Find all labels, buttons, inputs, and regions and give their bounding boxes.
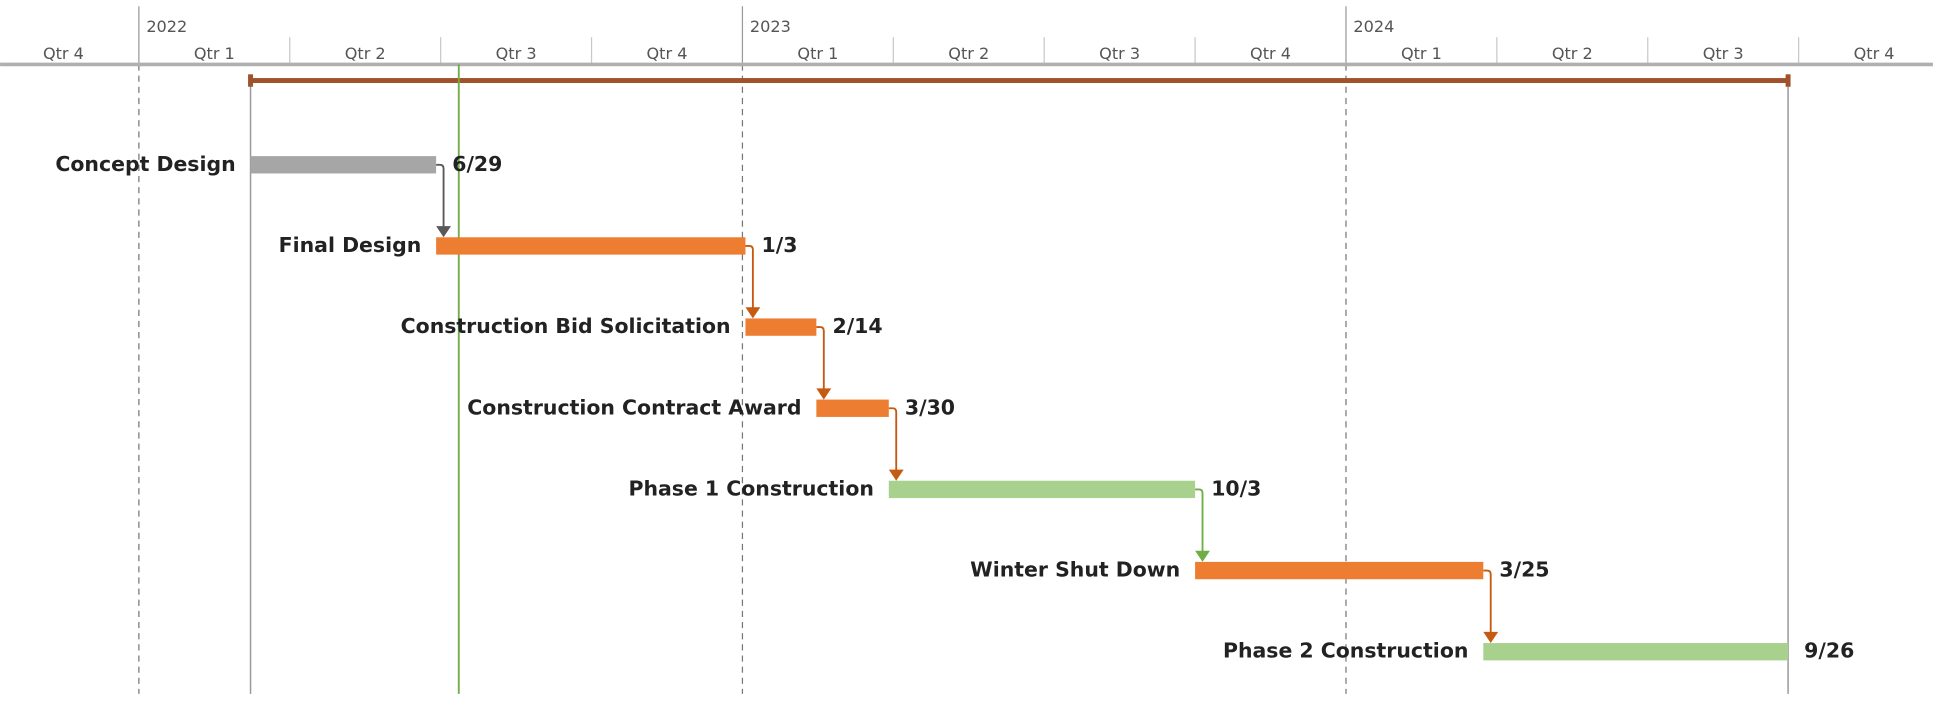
task-end-label: 6/29: [452, 152, 502, 176]
task-name: Construction Bid Solicitation: [401, 314, 731, 338]
task-name: Concept Design: [55, 152, 235, 176]
summary-cap-start: [248, 74, 254, 87]
quarter-label: Qtr 1: [797, 44, 838, 63]
task-bar: [250, 156, 437, 174]
dependency-arrowhead: [745, 307, 761, 319]
quarter-label: Qtr 3: [496, 44, 537, 63]
task-end-label: 1/3: [762, 233, 798, 257]
task-bar: [1195, 561, 1484, 580]
dependency-link: [1483, 569, 1492, 634]
quarter-label: Qtr 1: [194, 44, 235, 63]
task-name: Winter Shut Down: [970, 558, 1180, 582]
dependency-link: [1195, 488, 1204, 552]
year-label: 2022: [146, 17, 187, 36]
task-bar: [745, 318, 817, 336]
task-end-label: 3/25: [1499, 558, 1549, 582]
quarter-label: Qtr 2: [1552, 44, 1593, 63]
year-label: 2024: [1353, 17, 1394, 36]
dependency-arrowhead: [888, 469, 904, 481]
quarter-label: Qtr 4: [647, 44, 688, 63]
dependency-arrowhead: [1483, 631, 1499, 644]
quarter-label: Qtr 4: [43, 44, 84, 63]
task-end-label: 3/30: [905, 395, 955, 419]
summary-cap-end: [1785, 74, 1791, 87]
task-name: Final Design: [279, 233, 422, 257]
task-end-label: 2/14: [832, 314, 882, 338]
task-name: Construction Contract Award: [467, 395, 801, 419]
summary-bar: [250, 78, 1789, 84]
task-bar: [1483, 643, 1789, 661]
quarter-label: Qtr 1: [1401, 44, 1442, 63]
dependency-arrowhead: [436, 226, 451, 238]
dependency-arrowhead: [816, 388, 832, 400]
dependency-link: [745, 245, 754, 309]
task-end-label: 10/3: [1211, 476, 1261, 500]
task-end-label: 9/26: [1804, 639, 1854, 663]
quarter-label: Qtr 2: [345, 44, 386, 63]
dependency-arrowhead: [1195, 550, 1210, 562]
task-bar: [888, 480, 1196, 499]
quarter-label: Qtr 4: [1250, 44, 1291, 63]
quarter-label: Qtr 3: [1099, 44, 1140, 63]
quarter-label: Qtr 4: [1854, 44, 1895, 63]
task-name: Phase 2 Construction: [1223, 639, 1468, 663]
quarter-label: Qtr 3: [1703, 44, 1744, 63]
dependency-link: [436, 163, 445, 228]
quarter-label: Qtr 2: [948, 44, 989, 63]
year-label: 2023: [750, 17, 791, 36]
task-name: Phase 1 Construction: [628, 476, 873, 500]
dependency-link: [888, 407, 898, 471]
task-bar: [816, 399, 889, 417]
task-bar: [436, 237, 746, 255]
dependency-link: [816, 326, 825, 390]
